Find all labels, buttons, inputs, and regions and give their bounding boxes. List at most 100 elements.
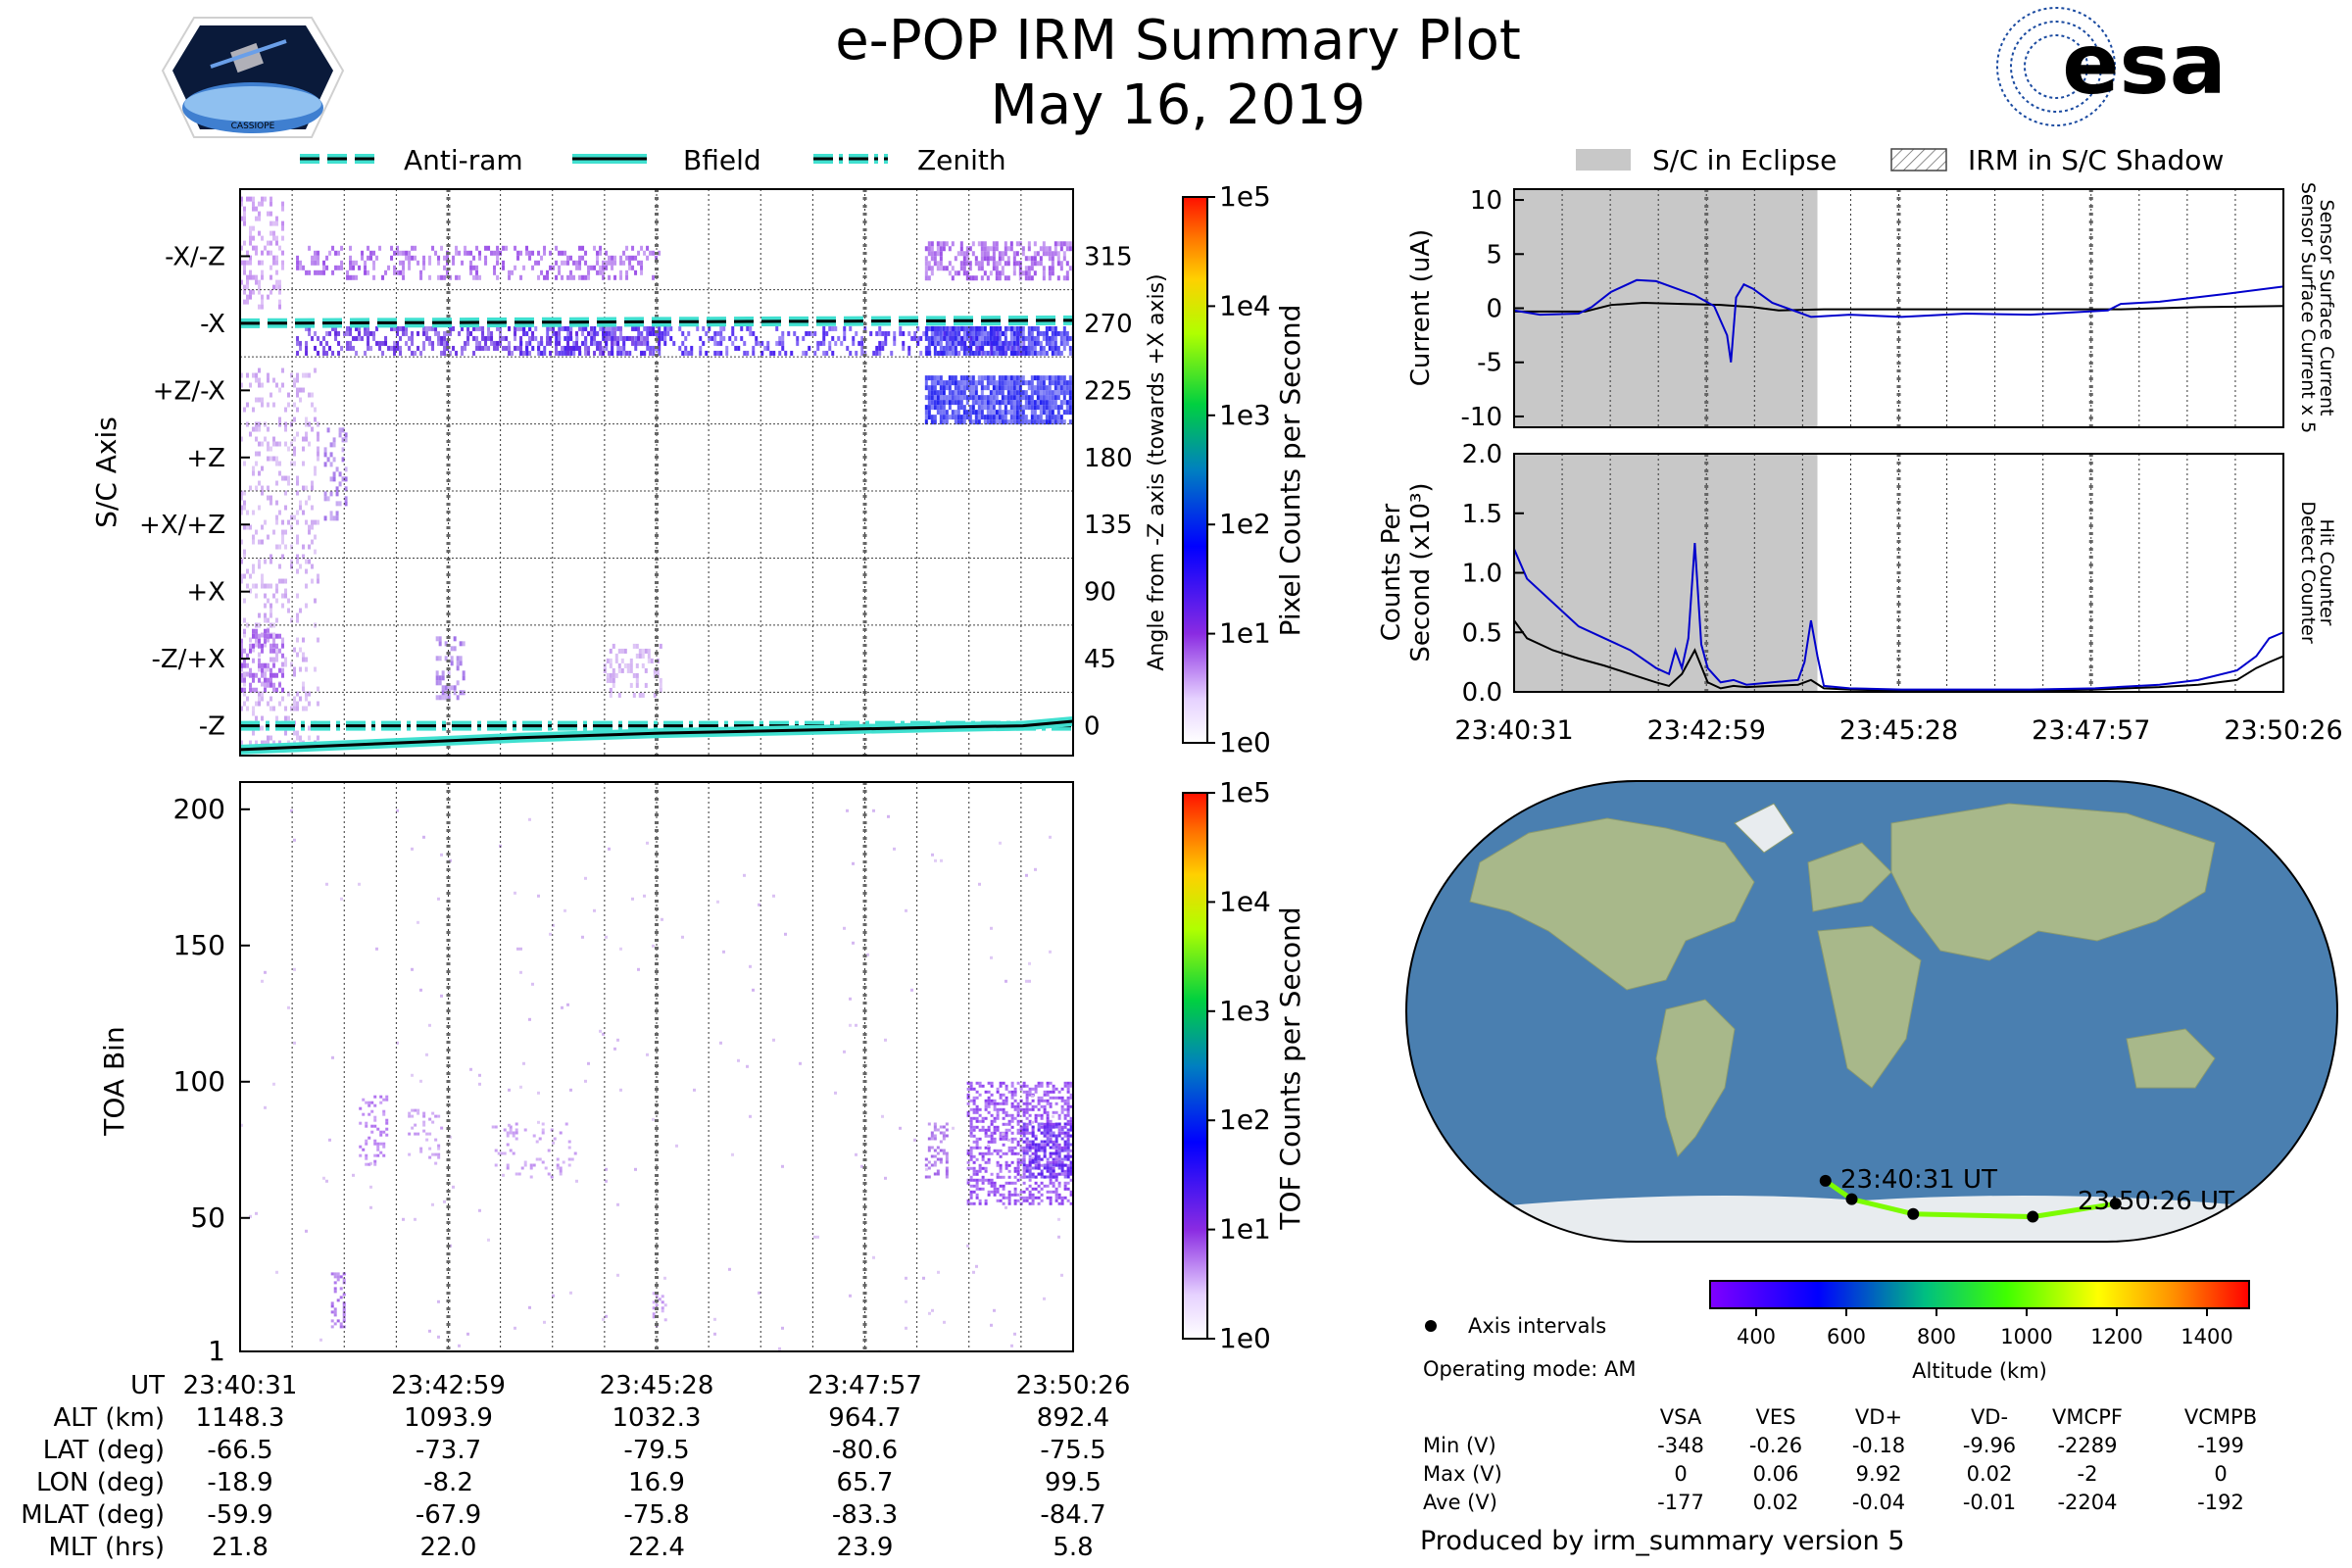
heat-cell xyxy=(637,325,641,331)
toa-cell xyxy=(969,1184,973,1188)
heat-cell xyxy=(962,380,966,386)
heat-cell xyxy=(252,583,255,589)
heat-cell xyxy=(293,382,296,388)
heat-cell xyxy=(1042,385,1046,391)
heat-cell xyxy=(1045,410,1049,416)
heat-cell xyxy=(299,345,303,351)
heat-cell xyxy=(1039,256,1043,262)
toa-cell xyxy=(1040,1146,1044,1150)
heat-cell xyxy=(980,256,984,262)
toa-cell xyxy=(993,1149,997,1152)
heat-cell xyxy=(311,524,314,530)
toa-cell xyxy=(1010,1090,1014,1094)
ephemeris-cell: -59.9 xyxy=(207,1500,272,1530)
heat-cell xyxy=(496,345,500,351)
toa-cell xyxy=(1063,1084,1067,1088)
toa-cell xyxy=(1057,1193,1061,1197)
heat-cell xyxy=(308,691,311,697)
heat-cell xyxy=(998,350,1002,356)
toa-cell xyxy=(1040,1193,1044,1197)
heat-cell xyxy=(549,250,553,256)
heat-cell xyxy=(998,340,1002,346)
heat-cell xyxy=(578,350,582,356)
toa-cell xyxy=(365,1142,368,1146)
toa-cell xyxy=(1010,1119,1014,1123)
toa-cell xyxy=(584,1079,587,1083)
heat-cell xyxy=(1054,375,1057,381)
toa-cell xyxy=(999,1107,1003,1111)
heat-cell xyxy=(246,196,249,202)
heat-cell xyxy=(578,245,582,251)
toa-cell xyxy=(365,1101,368,1104)
toa-cell xyxy=(999,1193,1003,1197)
current-tick-label: 10 xyxy=(1470,186,1502,216)
toa-cell xyxy=(1034,1157,1038,1161)
toa-cell xyxy=(541,1131,545,1135)
heat-cell xyxy=(1062,251,1066,257)
heat-cell xyxy=(317,573,319,579)
heat-cell xyxy=(261,270,264,275)
heat-cell xyxy=(1039,405,1043,411)
heat-cell xyxy=(299,564,302,569)
heat-cell xyxy=(942,345,946,351)
heat-cell xyxy=(1036,330,1040,336)
toa-cell xyxy=(1037,1190,1041,1194)
heat-cell xyxy=(1068,335,1072,341)
toa-cell xyxy=(1004,1205,1007,1209)
tof-colorbar-tick-label: 1e1 xyxy=(1219,1213,1271,1246)
toa-cell xyxy=(1052,1090,1055,1094)
heat-cell xyxy=(287,402,290,408)
heat-cell xyxy=(293,436,296,442)
heat-cell xyxy=(375,255,379,261)
heat-cell xyxy=(325,330,329,336)
heat-cell xyxy=(243,658,246,663)
heat-cell xyxy=(641,648,645,654)
heat-cell xyxy=(332,476,336,482)
heat-cell xyxy=(924,415,928,420)
heat-cell xyxy=(349,274,353,280)
heat-cell xyxy=(296,554,299,560)
heat-cell xyxy=(802,350,806,356)
heat-cell xyxy=(884,335,888,341)
toa-cell xyxy=(575,1179,578,1183)
heat-cell xyxy=(278,279,281,285)
toa-cell xyxy=(1034,1143,1038,1147)
heat-cell xyxy=(1021,270,1025,276)
toa-cell xyxy=(1007,1199,1011,1202)
toa-cell xyxy=(772,1038,775,1042)
heat-cell xyxy=(684,335,688,341)
heat-cell xyxy=(481,335,485,341)
heat-cell xyxy=(945,385,949,391)
toa-cell xyxy=(428,1117,432,1121)
heat-cell xyxy=(962,350,966,356)
heat-cell xyxy=(1048,340,1052,346)
heat-cell xyxy=(240,706,243,711)
toa-cell xyxy=(996,1163,1000,1167)
heat-cell xyxy=(1006,261,1010,267)
heat-cell xyxy=(613,274,617,280)
legend-right: S/C in Eclipse IRM in S/C Shadow xyxy=(1576,144,2224,176)
toa-cell xyxy=(1010,1102,1014,1105)
heat-cell xyxy=(317,456,319,462)
toa-cell xyxy=(981,1119,985,1123)
heat-cell xyxy=(590,330,594,336)
heat-cell xyxy=(948,345,952,351)
heat-cell xyxy=(655,330,659,336)
toa-cell xyxy=(370,1130,374,1134)
toa-cell xyxy=(849,997,852,1001)
heat-cell xyxy=(939,325,943,331)
heat-cell xyxy=(1039,375,1043,381)
toa-cell xyxy=(975,1181,979,1185)
voltage-cell: 0 xyxy=(2214,1462,2227,1486)
heat-cell xyxy=(450,685,454,691)
toa-cell xyxy=(573,1152,577,1155)
heat-cell xyxy=(628,335,632,341)
toa-cell xyxy=(1016,1110,1020,1114)
heat-cell xyxy=(496,325,500,331)
heat-cell xyxy=(264,633,267,639)
heat-cell xyxy=(243,284,246,290)
heat-cell xyxy=(1056,350,1060,356)
heat-cell xyxy=(456,665,460,671)
heat-cell xyxy=(1004,350,1007,356)
toa-cell xyxy=(884,1038,887,1042)
